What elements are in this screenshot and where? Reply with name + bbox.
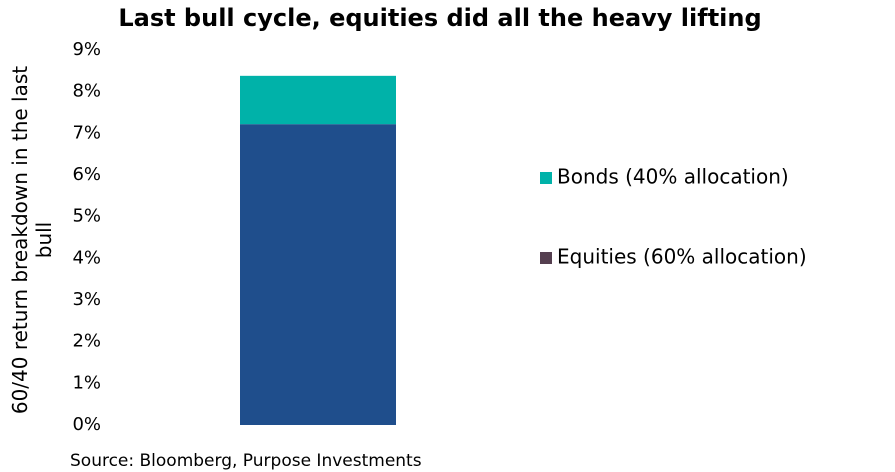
y-tick-label: 8% (72, 81, 101, 102)
y-tick-label: 7% (72, 122, 101, 143)
bar-segment (240, 124, 396, 426)
y-tick-label: 2% (72, 331, 101, 352)
y-tick-label: 3% (72, 289, 101, 310)
legend-label: Bonds (40% allocation) (557, 165, 789, 189)
legend-marker (540, 172, 552, 184)
legend-marker (540, 252, 552, 264)
y-tick-label: 0% (72, 414, 101, 435)
y-tick-label: 4% (72, 247, 101, 268)
y-tick-label: 9% (72, 39, 101, 60)
y-tick-label: 5% (72, 206, 101, 227)
chart-title: Last bull cycle, equities did all the he… (118, 4, 761, 32)
y-tick-label: 1% (72, 372, 101, 393)
source: Source: Bloomberg, Purpose Investments (70, 451, 422, 471)
y-axis-label: 60/40 return breakdown in the last bull (8, 65, 56, 415)
bar-segment (240, 75, 396, 125)
y-tick-label: 6% (72, 164, 101, 185)
legend-label: Equities (60% allocation) (557, 245, 807, 269)
